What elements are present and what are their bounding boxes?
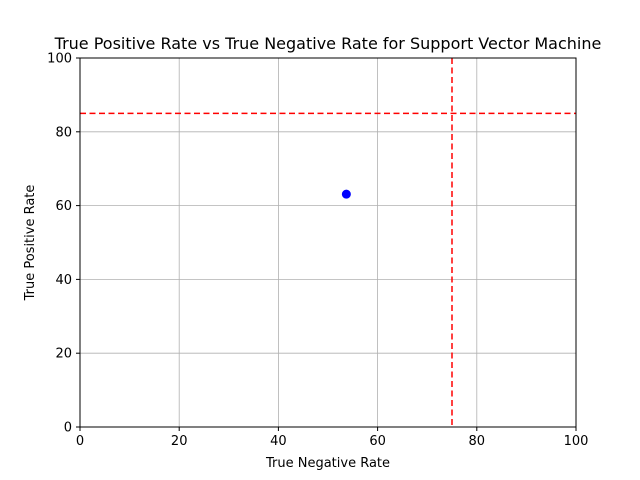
x-tick-label: 40 — [270, 434, 287, 449]
x-tick-label: 0 — [76, 434, 84, 449]
reference-lines — [80, 58, 576, 427]
y-tick-label: 100 — [47, 52, 72, 67]
y-tick-label: 0 — [64, 421, 72, 436]
y-tick-label: 40 — [55, 273, 72, 288]
y-tick-label: 80 — [55, 125, 72, 140]
y-axis-label: True Positive Rate — [23, 185, 38, 302]
x-axis-label: True Negative Rate — [265, 456, 390, 471]
x-tick-label: 20 — [171, 434, 188, 449]
x-tick-label: 60 — [369, 434, 386, 449]
chart-title: True Positive Rate vs True Negative Rate… — [54, 34, 602, 53]
y-tick-label: 60 — [55, 199, 72, 214]
x-tick-label: 80 — [469, 434, 486, 449]
data-point — [341, 189, 351, 199]
plot-frame — [79, 57, 577, 428]
x-tick-label: 100 — [564, 434, 589, 449]
data-points — [341, 189, 351, 199]
axis-ticks: 0 20 40 60 80 100 0 20 40 60 80 100 — [47, 52, 588, 450]
y-tick-label: 20 — [55, 347, 72, 362]
